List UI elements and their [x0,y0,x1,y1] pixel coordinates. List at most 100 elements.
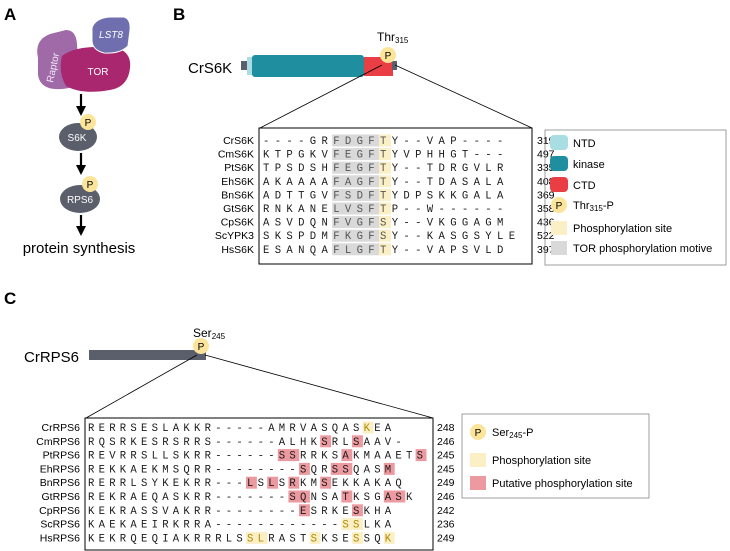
rps6-residue: R [88,437,95,449]
rps6-residue: R [120,533,127,545]
s6k-residue: T [263,163,269,175]
rps6-row-end: 249 [437,477,455,489]
s6k-residue-highlight [332,229,345,242]
s6k-residue: G [462,190,468,202]
s6k-residue: L [485,163,491,175]
rps6-residue: R [332,437,339,449]
rps6-residue-highlight [341,518,353,531]
rps6-ser-phospho-icon [193,338,209,354]
s6k-residue: P [392,204,398,216]
s6k-residue: V [427,136,434,148]
s6k-residue: R [263,204,270,216]
rps6-phospho-icon [82,176,98,192]
rps6-residue: S [321,437,327,449]
rps6-residue: - [226,464,232,476]
legend-tor-motif-label: TOR phosphorylation motive [573,243,712,255]
rps6-residue: R [194,478,201,490]
rps6-residue: R [120,478,127,490]
rps6-residue: R [183,437,190,449]
rps6-residue-highlight [256,531,268,544]
rps6-residue: S [353,533,359,545]
rps6-residue: I [152,520,158,532]
s6k-residue: Y [392,163,399,175]
s6k-residue: - [403,163,409,175]
rps6-residue: K [342,478,349,490]
rps6-residue: R [194,520,201,532]
legend-thr-phospho-icon [551,197,567,213]
rps6-residue: E [99,533,105,545]
rps6-residue: Q [300,492,306,504]
s6k-residue: D [345,136,351,148]
s6k-residue: G [357,163,363,175]
s6k-residue: G [310,136,316,148]
rps6-residue: S [247,533,253,545]
rps6-residue: - [289,464,295,476]
rps6-residue: - [226,478,232,490]
rps6-residue: A [385,506,392,518]
rps6-residue: K [109,492,116,504]
rps6-residue: A [385,478,392,490]
rps6-residue: Q [353,464,359,476]
s6k-residue: G [357,136,363,148]
rps6-residue: A [374,437,381,449]
rps6-residue: S [353,520,359,532]
s6k-residue: A [474,218,481,230]
s6k-residue: R [497,163,504,175]
s6k-residue: N [275,204,281,216]
s6k-residue-highlight [355,188,368,201]
rps6-residue: - [311,520,317,532]
legend-ntd-label: NTD [573,138,596,150]
s6k-residue: S [427,190,433,202]
s6k-residue-highlight [332,175,345,188]
rps6-residue: K [385,533,392,545]
rps6-residue: - [279,506,285,518]
legend-thr-phospho-p: P [556,201,563,212]
rps6-residue: - [268,451,274,463]
s6k-residue: F [333,245,339,257]
rps6-row-name: ScRPS6 [40,519,80,531]
rps6-legend-box [461,413,650,499]
arrow-tor-s6k-head [76,106,86,116]
rps6-residue: - [258,520,264,532]
rps6-residue: L [162,451,168,463]
s6k-residue-highlight [343,134,356,147]
s6k-residue: A [286,245,293,257]
s6k-residue: T [380,177,386,189]
rps6-residue: L [289,437,295,449]
rps6-residue: R [183,520,190,532]
rps6-legend: P Ser245-P Phosphorylation site Putative… [461,413,650,499]
rps6-row-end: 249 [437,532,455,544]
s6k-residue: - [415,231,421,243]
rps6-row-end: 245 [437,450,455,462]
s6k-residue: F [333,231,339,243]
legend-ctd-swatch [550,177,568,192]
rps6-residue: G [374,492,380,504]
rps6-residue: A [268,423,275,435]
rps6-residue: K [300,478,307,490]
rps6-residue: R [311,451,318,463]
s6k-residue: K [275,177,282,189]
s6k-residue: G [462,218,468,230]
rps6-residue: - [247,506,253,518]
s6k-residue: T [380,245,386,257]
s6k-residue: F [368,231,374,243]
rps6-row-end: 246 [437,436,455,448]
rps6-residue: K [88,506,95,518]
rps6-zoom-line-right [204,354,434,419]
s6k-residue: - [403,177,409,189]
s6k-residue: - [462,204,468,216]
rps6-residue: R [109,478,116,490]
rps6-residue: - [268,520,274,532]
s6k-residue-highlight [379,175,391,188]
rps6-residue: A [162,492,169,504]
s6k-residue-highlight [367,243,380,256]
rps6-residue: - [215,478,221,490]
panel-letter-a: A [4,5,16,24]
s6k-residue: S [474,231,480,243]
s6k-phospho-icon [80,114,96,130]
s6k-residue: W [427,204,434,216]
rps6-residue: R [268,533,275,545]
rps6-residue: - [258,492,264,504]
rps6-residue-highlight [383,462,395,475]
